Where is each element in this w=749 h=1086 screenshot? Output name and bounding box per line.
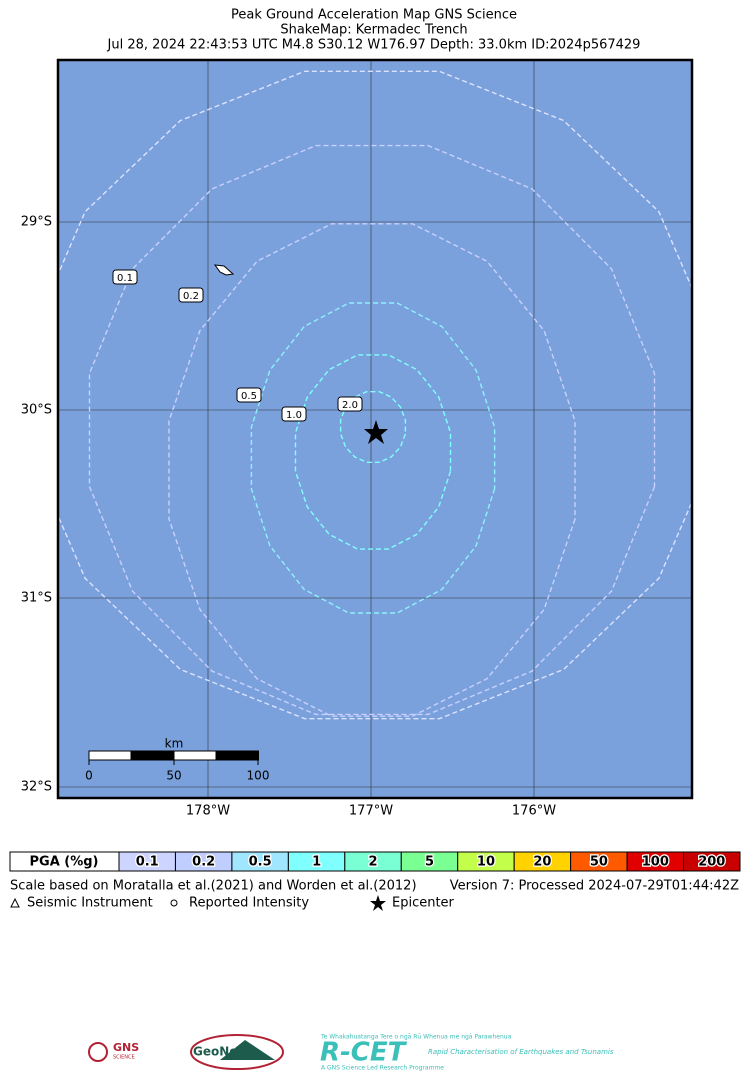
contour — [294, 354, 452, 550]
epicenter — [364, 420, 388, 444]
contour-label: 0.2 — [183, 291, 199, 302]
legend-label: 0.1 — [136, 855, 159, 870]
subtitle: ShakeMap: Kermadec Trench — [280, 23, 467, 38]
legend-header: PGA (%g) — [30, 855, 99, 870]
lon-label: 177°W — [349, 804, 393, 819]
island — [213, 264, 235, 276]
scale-segment — [215, 750, 259, 761]
contour-label: 0.1 — [117, 273, 133, 284]
symbol-label: Reported Intensity — [189, 896, 309, 911]
legend-label: 0.5 — [249, 855, 272, 870]
rcet-tag: Te Whakahuatanga Tere o ngā Rū Whenua me… — [320, 1034, 512, 1041]
scale-label: 50 — [166, 769, 181, 783]
legend-label: 0.2 — [192, 855, 215, 870]
contour — [88, 144, 656, 716]
contour-label: 0.5 — [241, 391, 257, 402]
contour-label-box — [281, 406, 307, 422]
scale-note: Scale based on Moratalla et al.(2021) an… — [10, 879, 417, 894]
contour-label: 2.0 — [342, 400, 358, 411]
legend-label: 5 — [425, 855, 434, 870]
legend-label: 20 — [533, 855, 551, 870]
lat-label: 30°S — [21, 403, 52, 418]
scale-segment — [173, 750, 217, 761]
version: Version 7: Processed 2024-07-29T01:44:42… — [450, 879, 739, 894]
scale-label: 0 — [85, 769, 93, 783]
rcet-sub: Rapid Characterisation of Earthquakes an… — [428, 1048, 614, 1056]
symbol-label: Seismic Instrument — [27, 896, 153, 911]
rcet-prog: A GNS Science Led Research Programme — [321, 1065, 444, 1072]
lon-label: 178°W — [186, 804, 230, 819]
contour-label-box — [337, 396, 363, 412]
lon-label: 176°W — [512, 804, 556, 819]
scale-label: 100 — [247, 769, 270, 783]
lat-label: 29°S — [21, 215, 52, 230]
map-frame — [56, 58, 694, 800]
contour-label: 1.0 — [286, 410, 302, 421]
legend-label: 50 — [590, 855, 608, 870]
epicenter-icon — [370, 895, 386, 911]
legend-label: 100 — [642, 855, 669, 870]
contour — [250, 302, 496, 614]
geonet-ring — [190, 1034, 284, 1070]
gns-mark — [88, 1042, 108, 1062]
gns-logo-sub: SCIENCE — [113, 1055, 135, 1061]
scale-segment — [130, 750, 174, 761]
instrument-icon — [10, 897, 20, 908]
symbol-label: Epicenter — [392, 896, 455, 911]
rcet-logo: R-CET — [320, 1038, 408, 1068]
lat-label: 31°S — [21, 591, 52, 606]
legend-label: 10 — [477, 855, 495, 870]
legend-label: 2 — [369, 855, 378, 870]
legend-cell — [683, 851, 741, 872]
contour — [58, 70, 692, 720]
intensity-icon — [170, 899, 178, 907]
scale-segment — [88, 750, 132, 761]
contour-label-box — [236, 387, 262, 403]
lat-label: 32°S — [21, 780, 52, 795]
gns-logo: GNS — [113, 1041, 139, 1054]
legend-label: 1 — [312, 855, 321, 870]
title: Peak Ground Acceleration Map GNS Science — [231, 8, 517, 23]
geonet-logo: GeoNet — [193, 1045, 243, 1059]
contour — [168, 223, 576, 717]
contour-label-box — [178, 287, 204, 303]
geonet-mountain — [220, 1040, 275, 1060]
scale-unit: km — [165, 737, 184, 751]
legend-label: 200 — [698, 855, 725, 870]
contour-label-box — [112, 269, 138, 285]
event-info: Jul 28, 2024 22:43:53 UTC M4.8 S30.12 W1… — [107, 38, 641, 53]
contour — [339, 391, 407, 463]
